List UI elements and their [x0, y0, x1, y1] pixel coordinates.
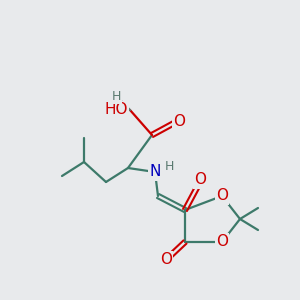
Text: HO: HO [104, 103, 128, 118]
Text: O: O [173, 115, 185, 130]
Text: O: O [160, 253, 172, 268]
Text: O: O [216, 188, 228, 203]
Text: H: H [111, 89, 121, 103]
Text: H: H [164, 160, 174, 172]
Text: N: N [149, 164, 161, 179]
Text: O: O [194, 172, 206, 188]
Text: O: O [216, 235, 228, 250]
